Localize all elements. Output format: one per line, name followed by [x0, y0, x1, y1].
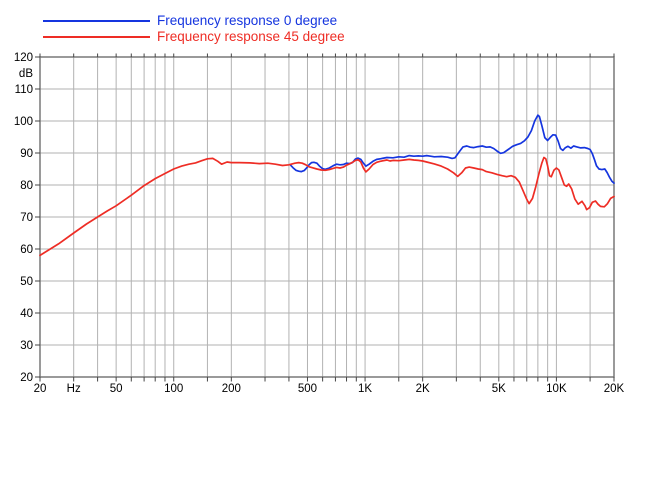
x-axis-label: 5K	[492, 383, 506, 395]
y-axis-label: 20	[20, 372, 33, 384]
legend-line-0-degree-swatch	[43, 20, 150, 22]
x-axis-label: 20K	[604, 383, 625, 395]
x-axis-label: 100	[164, 383, 183, 395]
y-axis-label: dB	[19, 68, 33, 80]
x-axis-label: 500	[298, 383, 317, 395]
y-axis-label: 90	[20, 148, 33, 160]
x-axis-label: 2K	[416, 383, 430, 395]
legend-item-0-degree: Frequency response 0 degree	[43, 13, 337, 29]
legend-item-45-degree: Frequency response 45 degree	[43, 29, 345, 45]
x-axis-label: 20	[34, 383, 47, 395]
y-axis-label: 70	[20, 212, 33, 224]
y-axis-label: 40	[20, 308, 33, 320]
x-axis-label: 10K	[546, 383, 567, 395]
series-line-45-degree	[39, 156, 615, 257]
y-axis-label: 50	[20, 276, 33, 288]
legend-line-45-degree-swatch	[43, 36, 150, 38]
x-axis-label: 200	[222, 383, 241, 395]
legend-label-0-degree: Frequency response 0 degree	[157, 13, 338, 28]
y-axis-label: 60	[20, 244, 33, 256]
series-line-0-degree	[289, 114, 615, 184]
y-axis-label: 30	[20, 340, 33, 352]
x-axis-label: 1K	[358, 383, 372, 395]
y-axis-label: 80	[20, 180, 33, 192]
x-axis-label: 50	[110, 383, 123, 395]
x-axis-label: Hz	[67, 383, 81, 395]
y-axis-label: 120	[14, 52, 33, 64]
y-axis-label: 100	[14, 116, 33, 128]
legend-label-45-degree: Frequency response 45 degree	[157, 29, 345, 44]
y-axis-label: 110	[15, 84, 33, 96]
